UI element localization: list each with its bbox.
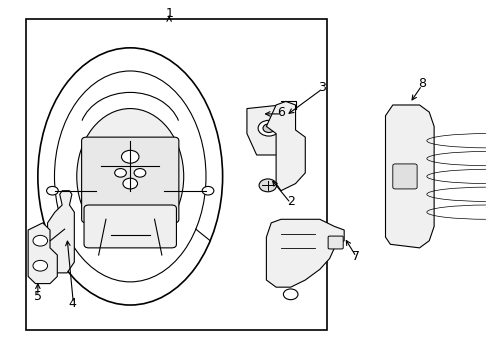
Text: 8: 8 (417, 77, 425, 90)
Circle shape (122, 178, 137, 189)
Polygon shape (28, 223, 57, 284)
Polygon shape (266, 219, 344, 287)
Text: 5: 5 (34, 289, 42, 303)
Text: 2: 2 (286, 195, 294, 208)
Circle shape (134, 168, 145, 177)
Ellipse shape (54, 71, 205, 282)
Circle shape (283, 289, 297, 300)
Circle shape (33, 235, 47, 246)
Text: 1: 1 (165, 8, 173, 21)
Ellipse shape (38, 48, 222, 305)
Text: 6: 6 (277, 105, 285, 119)
FancyBboxPatch shape (84, 205, 176, 248)
Circle shape (258, 120, 279, 136)
Ellipse shape (77, 109, 183, 244)
Circle shape (33, 260, 47, 271)
Polygon shape (266, 102, 305, 191)
Circle shape (263, 124, 274, 132)
FancyBboxPatch shape (81, 137, 179, 223)
Polygon shape (385, 105, 433, 248)
Polygon shape (246, 105, 290, 155)
Polygon shape (47, 191, 74, 273)
Circle shape (46, 186, 58, 195)
Circle shape (202, 186, 213, 195)
Text: 3: 3 (318, 81, 325, 94)
Circle shape (121, 150, 139, 163)
FancyBboxPatch shape (327, 236, 343, 249)
Text: 4: 4 (68, 297, 76, 310)
FancyBboxPatch shape (392, 164, 416, 189)
Text: 7: 7 (352, 250, 360, 263)
Bar (26, 19, 326, 330)
Circle shape (259, 179, 276, 192)
Circle shape (115, 168, 126, 177)
